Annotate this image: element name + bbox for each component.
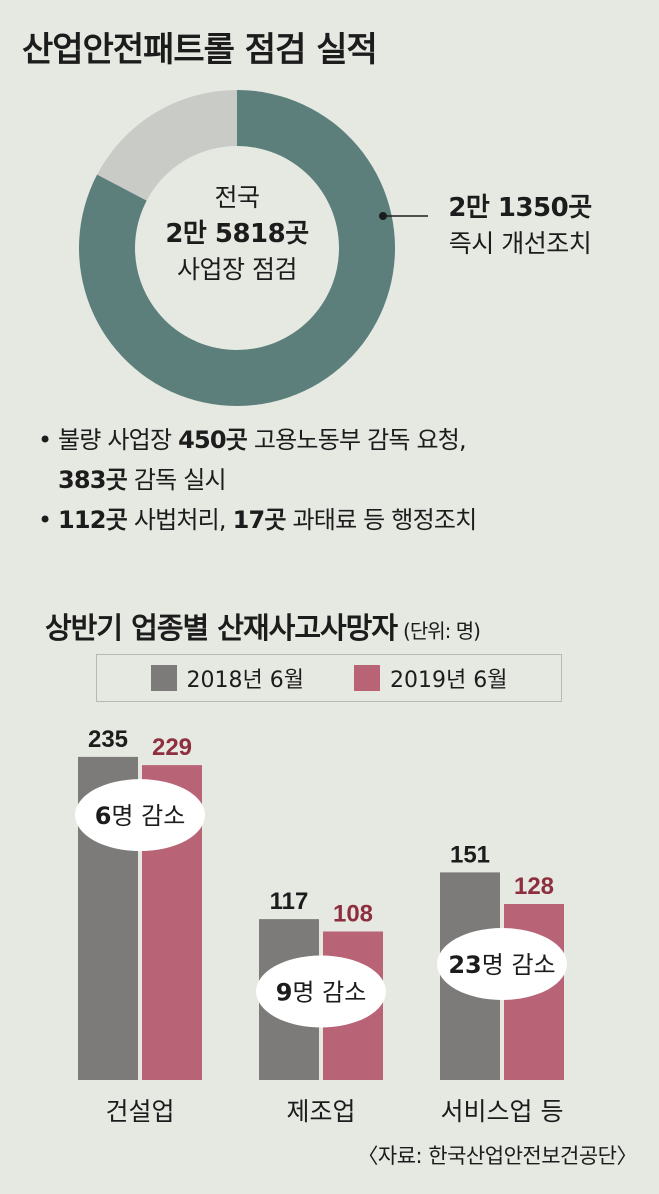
- page-title: 산업안전패트롤 점검 실적: [22, 30, 378, 70]
- bullet-item-1: • 불량 사업장 450곳 고용노동부 감독 요청,: [38, 420, 658, 460]
- bar-value-label-1-1: 108: [333, 901, 373, 928]
- callout-dot: [379, 212, 387, 220]
- donut-center-line3: 사업장 점검: [177, 255, 297, 284]
- donut-chart: [78, 90, 428, 407]
- annotation-ellipse-2: [437, 928, 567, 1000]
- bar-value-label-2-1: 128: [514, 873, 554, 900]
- legend-item-2019: 2019년 6월: [354, 662, 507, 694]
- annotation-text-0: 명 감소: [111, 802, 185, 830]
- annotation-text-1: 명 감소: [292, 979, 366, 1007]
- annotation-label-2: 23명 감소: [448, 951, 555, 979]
- annotation-text-2: 명 감소: [482, 951, 556, 979]
- category-label-2: 서비스업 등: [441, 1097, 564, 1126]
- bullet-item-1-cont: 383곳 감독 실시: [58, 466, 227, 494]
- donut-center-total: 2만 5818곳: [165, 219, 309, 249]
- chart-unit: (단위: 명): [403, 619, 481, 643]
- bar-value-label-0-0: 235: [88, 726, 128, 753]
- donut-center-label: 전국 2만 5818곳 사업장 점검: [122, 180, 352, 288]
- donut-callout: 2만 1350곳 즉시 개선조치: [405, 190, 635, 262]
- bullet-dot-icon: •: [38, 426, 52, 454]
- callout-value: 2만 1350곳: [448, 193, 592, 223]
- annotation-number-1: 9: [276, 979, 293, 1007]
- annotation-ellipse-1: [256, 955, 386, 1028]
- chart-title: 상반기 업종별 산재사고사망자 (단위: 명): [45, 611, 481, 645]
- donut-hole: [135, 146, 339, 350]
- bullet-list: • 불량 사업장 450곳 고용노동부 감독 요청, 383곳 감독 실시 • 11…: [38, 420, 658, 540]
- annotation-ellipse-0: [75, 779, 205, 852]
- legend: 2018년 6월 2019년 6월: [96, 654, 562, 702]
- annotation-label-0: 6명 감소: [95, 802, 186, 830]
- callout-label: 즉시 개선조치: [448, 229, 592, 258]
- bullet-item-2: • 112곳 사법처리, 17곳 과태료 등 행정조치: [38, 500, 658, 540]
- bullet-dot-icon: •: [38, 506, 52, 534]
- legend-swatch-pink: [354, 665, 380, 691]
- annotation-label-1: 9명 감소: [276, 979, 367, 1007]
- category-label-1: 제조업: [286, 1097, 355, 1126]
- legend-item-2018: 2018년 6월: [150, 662, 304, 694]
- bar-value-label-1-0: 117: [270, 888, 309, 915]
- source-note: 〈자료: 한국산업안전보건공단〉: [357, 1144, 637, 1168]
- bar-value-label-0-1: 229: [152, 734, 192, 761]
- annotation-number-2: 23: [448, 951, 481, 979]
- legend-swatch-gray: [150, 665, 177, 691]
- donut-center-line1: 전국: [214, 183, 260, 212]
- bar-value-label-2-0: 151: [450, 841, 490, 868]
- category-label-0: 건설업: [105, 1097, 174, 1126]
- annotation-number-0: 6: [95, 802, 112, 830]
